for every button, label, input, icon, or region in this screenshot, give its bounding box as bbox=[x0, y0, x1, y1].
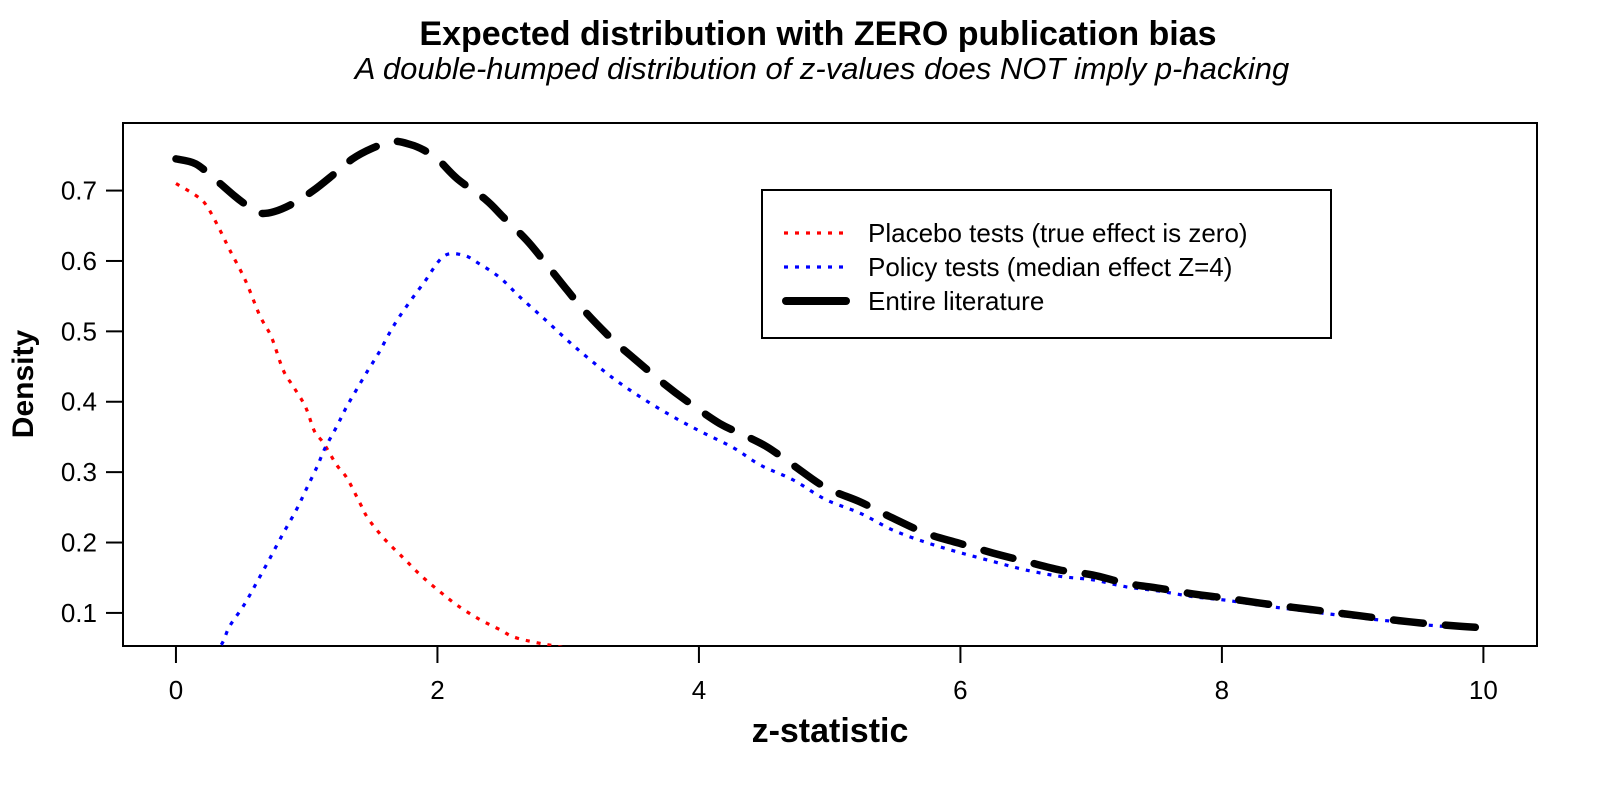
legend-label-entire: Entire literature bbox=[868, 286, 1044, 316]
chart-title: Expected distribution with ZERO publicat… bbox=[419, 15, 1216, 53]
y-tick-label-0.5: 0.5 bbox=[61, 316, 97, 346]
legend-label-placebo: Placebo tests (true effect is zero) bbox=[868, 218, 1248, 248]
y-tick-label-0.3: 0.3 bbox=[61, 457, 97, 487]
chart-subtitle: A double-humped distribution of z-values… bbox=[353, 51, 1289, 86]
x-tick-label-6: 6 bbox=[953, 675, 967, 705]
x-tick-label-0: 0 bbox=[169, 675, 183, 705]
y-tick-label-0.6: 0.6 bbox=[61, 246, 97, 276]
x-tick-label-8: 8 bbox=[1215, 675, 1229, 705]
x-axis-label: z-statistic bbox=[752, 712, 909, 750]
y-tick-label-0.4: 0.4 bbox=[61, 387, 97, 417]
plot-box bbox=[122, 122, 1538, 647]
y-tick-label-0.1: 0.1 bbox=[61, 598, 97, 628]
curve-policy bbox=[218, 251, 1484, 646]
curves bbox=[172, 137, 1488, 646]
x-tick-label-10: 10 bbox=[1469, 675, 1498, 705]
curve-placebo bbox=[175, 182, 564, 646]
axes: 0 2 4 6 8 10 0.1 0.2 0.3 0.4 0.5 0.6 0.7 bbox=[61, 176, 1498, 705]
legend-box bbox=[761, 189, 1332, 339]
legend: Placebo tests (true effect is zero) Poli… bbox=[761, 189, 1332, 339]
legend-label-policy: Policy tests (median effect Z=4) bbox=[868, 252, 1232, 282]
y-tick-label-0.2: 0.2 bbox=[61, 528, 97, 558]
y-axis-label: Density bbox=[7, 330, 40, 439]
x-tick-label-4: 4 bbox=[692, 675, 706, 705]
y-tick-label-0.7: 0.7 bbox=[61, 176, 97, 206]
curve-entire bbox=[172, 137, 1488, 632]
x-tick-label-2: 2 bbox=[430, 675, 444, 705]
